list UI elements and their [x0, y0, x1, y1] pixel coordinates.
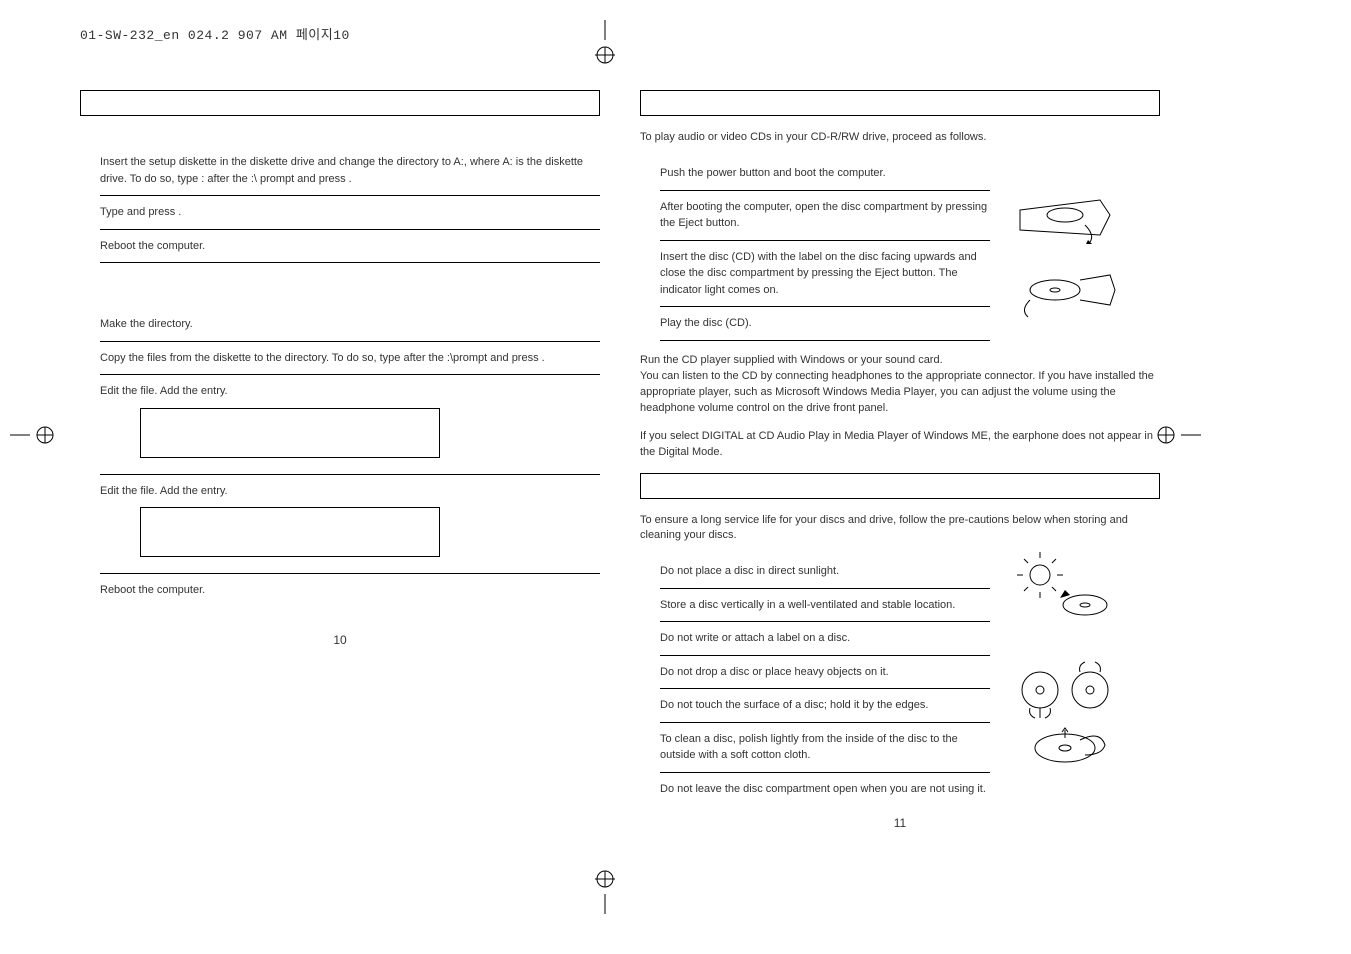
step-item: To clean a disc, polish lightly from the…	[660, 722, 990, 772]
step-item: Reboot the computer.	[100, 229, 600, 264]
step-item: Do not place a disc in direct sunlight.	[660, 555, 990, 588]
hold-edges-icon	[1010, 660, 1120, 720]
crop-mark-bottom	[580, 864, 630, 914]
note-text: If you select DIGITAL at CD Audio Play i…	[640, 429, 1160, 461]
step-item: After booting the computer, open the dis…	[660, 190, 990, 240]
intro-text: To play audio or video CDs in your CD-R/…	[640, 130, 1160, 145]
automatic-step-list: Insert the setup diskette in the diskett…	[100, 146, 600, 263]
step-item: Insert the disc (CD) with the label on t…	[660, 240, 990, 307]
page-number-left: 10	[80, 633, 600, 647]
care-step-list: Do not place a disc in direct sunlight. …	[660, 555, 990, 805]
crop-mark-top	[580, 20, 630, 70]
crop-mark-left	[10, 410, 60, 460]
step-item: Store a disc vertically in a well-ventil…	[660, 588, 990, 622]
step-item: Do not write or attach a label on a disc…	[660, 621, 990, 655]
step-item: Copy the files from the diskette to the …	[100, 341, 600, 375]
step-item: Reboot the computer.	[100, 573, 600, 607]
step-text: Edit the file. Add the entry.	[100, 485, 228, 497]
page-right: To play audio or video CDs in your CD-R/…	[640, 90, 1160, 805]
sunlight-icon	[1010, 550, 1120, 630]
section-title-box	[640, 473, 1160, 499]
step-item: Play the disc (CD).	[660, 306, 990, 341]
step-item: Do not drop a disc or place heavy object…	[660, 655, 990, 689]
clean-disc-icon	[1010, 720, 1120, 775]
step-item: Edit the file. Add the entry.	[100, 474, 600, 574]
step-item: Type and press .	[100, 195, 600, 229]
page-number-right: 11	[640, 816, 1160, 830]
code-box	[140, 408, 440, 458]
file-path-label: 01-SW-232_en 024.2 907 AM 페이지10	[80, 24, 350, 43]
step-item: Push the power button and boot the compu…	[660, 157, 990, 190]
section-title-box	[640, 90, 1160, 116]
care-intro: To ensure a long service life for your d…	[640, 513, 1160, 544]
page-left: Insert the setup diskette in the diskett…	[80, 90, 600, 607]
section-title-box	[80, 90, 600, 116]
step-text: Edit the file. Add the entry.	[100, 385, 228, 397]
drive-insert-icon	[1010, 255, 1120, 325]
step-item: Insert the setup diskette in the diskett…	[100, 146, 600, 195]
step-item: Edit the file. Add the entry.	[100, 374, 600, 474]
play-step-list: Push the power button and boot the compu…	[660, 157, 990, 341]
drive-eject-icon	[1010, 180, 1120, 250]
note-text: Run the CD player supplied with Windows …	[640, 353, 1160, 417]
code-box	[140, 507, 440, 557]
step-item: Do not leave the disc compartment open w…	[660, 772, 990, 806]
step-item: Do not touch the surface of a disc; hold…	[660, 688, 990, 722]
step-item: Make the directory.	[100, 308, 600, 341]
manual-step-list: Make the directory. Copy the files from …	[100, 308, 600, 607]
